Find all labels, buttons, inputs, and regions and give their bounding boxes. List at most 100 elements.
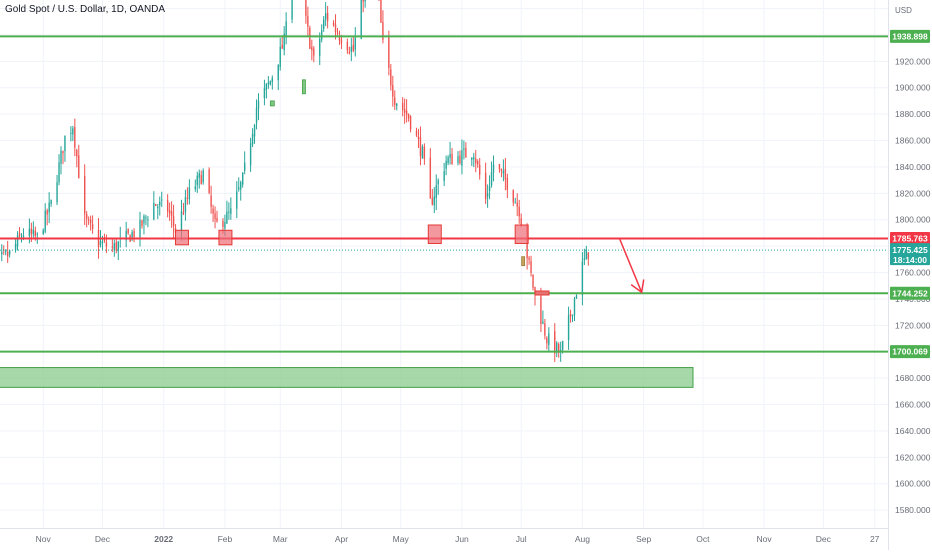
candle-body [50, 199, 52, 204]
candle-body [504, 168, 507, 180]
candle-body [305, 0, 307, 16]
price-tick-label: 1620.000 [895, 452, 931, 462]
candle-body [352, 44, 354, 51]
candle-body [516, 202, 518, 207]
candle-body [180, 211, 183, 232]
candle-body [251, 133, 254, 145]
candle-body [222, 220, 224, 227]
marker-box [269, 100, 275, 107]
candle-body [336, 32, 339, 34]
candle-body [131, 232, 133, 240]
candle-body [127, 228, 129, 234]
candle-body [243, 162, 246, 171]
candle-body [240, 182, 242, 190]
candle-body [530, 260, 532, 273]
candle-body [451, 153, 453, 165]
candle-body [228, 211, 230, 213]
candle-body [269, 81, 272, 85]
candle-body [48, 202, 50, 213]
time-tick-label: Dec [95, 534, 111, 544]
candle-body [502, 170, 505, 174]
candle-body [30, 228, 33, 234]
candle-body [405, 110, 408, 115]
time-axis[interactable]: Nov Dec 2022 Feb Mar Apr May Jun Jul Aug Sep Oct Nov… [36, 534, 880, 544]
candle-body [443, 171, 445, 182]
candle-body [157, 206, 159, 209]
time-tick-label: Sep [636, 534, 651, 544]
demand-zone [0, 367, 694, 388]
candle-body [58, 162, 60, 183]
candle-body [512, 190, 514, 203]
candle-body [76, 150, 78, 157]
candle-body [587, 252, 590, 259]
candle-body [546, 338, 548, 344]
candle-body [380, 0, 382, 23]
candle-body [394, 97, 396, 105]
chart-title: Gold Spot / U.S. Dollar, 1D, OANDA [5, 4, 166, 15]
candle-body [431, 197, 433, 205]
candle-body [198, 173, 200, 178]
candle-body [392, 85, 394, 97]
candle-body [105, 242, 108, 247]
candle-body [479, 165, 481, 175]
price-tick-label: 1860.000 [895, 136, 931, 146]
candle-body [216, 217, 218, 222]
candle-body [101, 241, 104, 243]
candle-body [471, 157, 473, 160]
candle-body [354, 37, 356, 50]
candle-body [321, 30, 323, 40]
candle-body [147, 219, 149, 221]
candle-body [60, 150, 62, 164]
candle-body [281, 44, 283, 49]
candle-body [36, 233, 38, 235]
candle-body [196, 175, 198, 185]
marker-box [534, 290, 550, 296]
level-badge [890, 286, 930, 300]
candle-body [210, 195, 212, 207]
candle-body [22, 235, 25, 238]
projection-arrow-head [630, 279, 645, 294]
candle-body [429, 157, 432, 199]
time-tick-label: Dec [816, 534, 832, 544]
price-tick-label: 1880.000 [895, 109, 931, 119]
candle-body [257, 100, 260, 109]
candle-body [184, 197, 187, 213]
candle-body [528, 257, 530, 260]
candle-body [447, 157, 449, 163]
candle-body [133, 231, 135, 237]
candle-body [581, 261, 584, 296]
time-tick-label: May [393, 534, 410, 544]
candle-body [153, 202, 155, 220]
candle-body [461, 150, 463, 166]
projection-arrow-layer [619, 239, 645, 294]
price-tick-label: 1800.000 [895, 215, 931, 225]
candle-body [396, 103, 398, 106]
level-badge-text: 1700.069 [892, 347, 928, 357]
candle-body [236, 191, 238, 209]
candle-body [113, 243, 116, 251]
candle-body [8, 250, 11, 255]
candle-body [348, 51, 351, 53]
candle-body [346, 41, 349, 51]
candle-body [459, 155, 461, 164]
candle-body [575, 295, 578, 299]
candle-body [309, 28, 311, 49]
price-tick-label: 1720.000 [895, 320, 931, 330]
level-badge-text: 1785.763 [892, 234, 928, 244]
candle-body [548, 333, 550, 346]
candle-body [423, 146, 426, 159]
candle-body [166, 200, 169, 212]
candle-body [145, 217, 147, 219]
candle-body [267, 82, 270, 85]
candle-body [168, 210, 171, 214]
candle-body [360, 0, 362, 39]
marker-box [218, 229, 233, 246]
candle-body [569, 313, 572, 317]
candle-body [34, 230, 37, 237]
time-tick-label: Nov [757, 534, 773, 544]
candle-body [583, 258, 586, 261]
candle-body [5, 250, 7, 252]
